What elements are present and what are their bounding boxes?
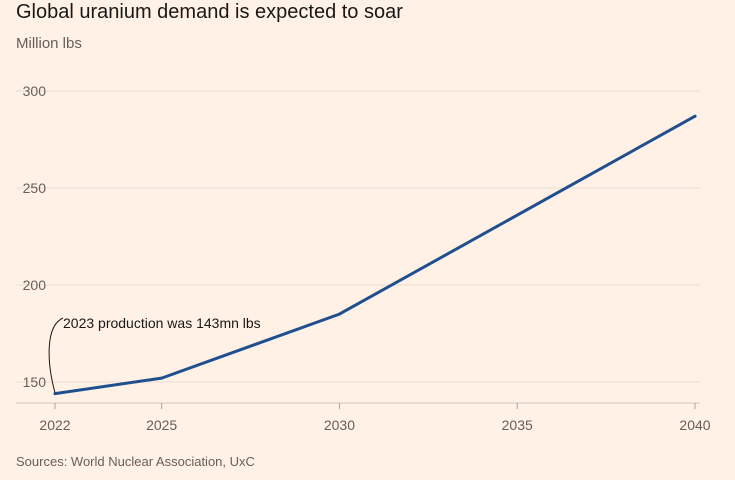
data-point [53, 392, 57, 396]
chart-title: Global uranium demand is expected to soa… [16, 1, 403, 23]
data-point [337, 312, 341, 316]
x-tick-label: 2030 [324, 417, 355, 433]
y-axis-unit-label: Million lbs [16, 35, 82, 52]
series-group [53, 114, 697, 396]
annotation-group: 2023 production was 143mn lbs [48, 315, 261, 393]
y-tick-label: 250 [23, 180, 47, 196]
y-tick-label: 300 [23, 83, 47, 99]
source-note: Sources: World Nuclear Association, UxC [16, 454, 255, 469]
gridlines [16, 90, 700, 383]
y-axis: 150 200 250 300 [23, 83, 47, 390]
series-line [53, 114, 697, 396]
y-tick-label: 200 [23, 277, 47, 293]
data-point [160, 376, 164, 380]
annotation-label: 2023 production was 143mn lbs [63, 315, 261, 331]
x-tick-label: 2022 [39, 417, 70, 433]
x-axis: 2022 2025 2030 2035 2040 [16, 402, 711, 433]
y-tick-label: 150 [23, 374, 47, 390]
x-tick-label: 2040 [679, 417, 710, 433]
annotation-connector [48, 317, 64, 393]
x-tick-label: 2025 [146, 417, 177, 433]
x-tick-label: 2035 [502, 417, 533, 433]
data-point [693, 114, 697, 118]
